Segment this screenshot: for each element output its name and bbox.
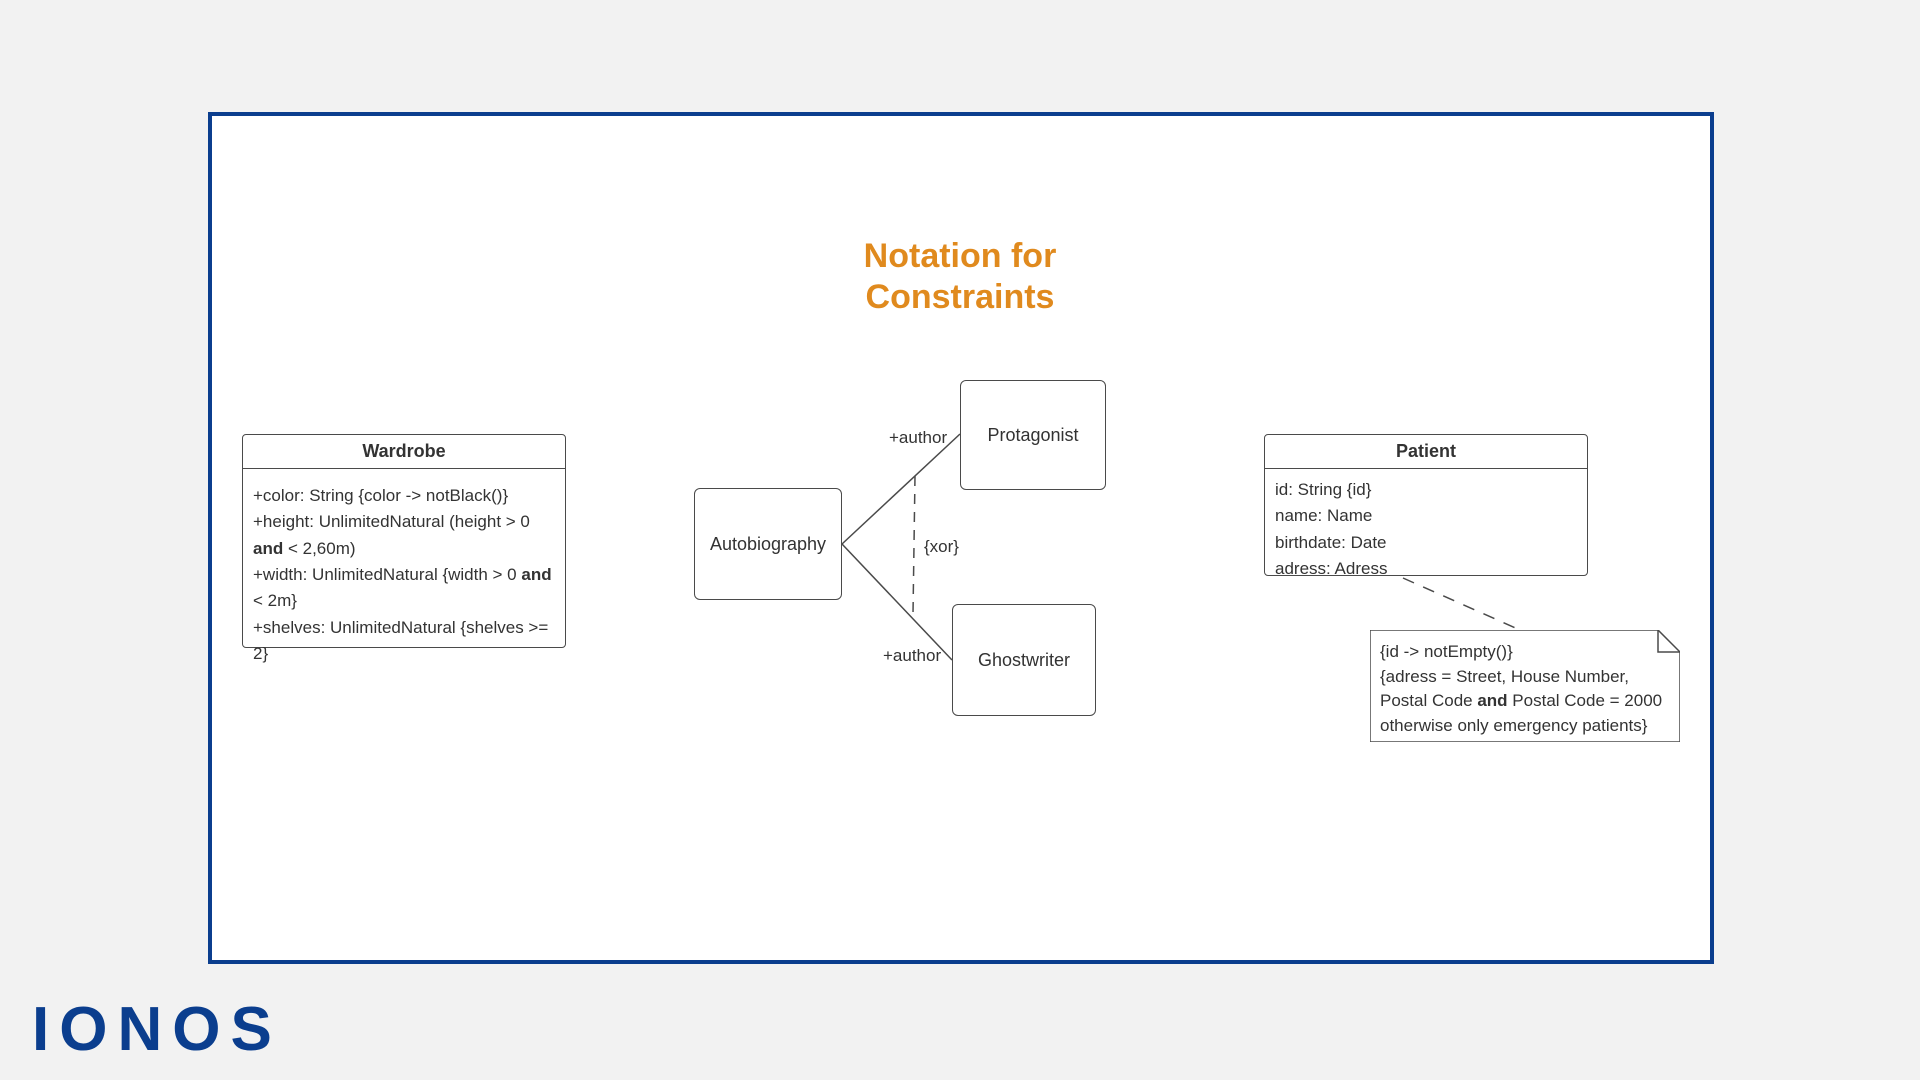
uml-label-protagonist: Protagonist (987, 425, 1078, 446)
slide-title: Notation for Constraints (800, 236, 1120, 318)
uml-label-autobiography: Autobiography (710, 534, 826, 555)
note-line-1: {id -> notEmpty()} (1380, 642, 1513, 661)
uml-header-wardrobe: Wardrobe (243, 435, 565, 469)
uml-attribute-row: +shelves: UnlimitedNatural {shelves >= 2… (253, 615, 555, 668)
title-line2: Constraints (866, 278, 1055, 316)
uml-label-ghostwriter: Ghostwriter (978, 650, 1070, 671)
uml-class-protagonist: Protagonist (960, 380, 1106, 490)
uml-class-wardrobe: Wardrobe +color: String {color -> notBla… (242, 434, 566, 648)
uml-note-constraint: {id -> notEmpty()} {adress = Street, Hou… (1370, 630, 1680, 742)
uml-attribute-row: name: Name (1275, 503, 1577, 529)
uml-body-wardrobe: +color: String {color -> notBlack()}+hei… (243, 469, 565, 677)
uml-header-patient: Patient (1265, 435, 1587, 469)
note-line-2b: and (1477, 691, 1507, 710)
assoc-label-author-top: +author (889, 428, 947, 448)
note-body: {id -> notEmpty()} {adress = Street, Hou… (1380, 640, 1670, 739)
uml-attribute-row: +height: UnlimitedNatural (height > 0 an… (253, 509, 555, 562)
uml-attribute-row: id: String {id} (1275, 477, 1577, 503)
uml-class-ghostwriter: Ghostwriter (952, 604, 1096, 716)
uml-attribute-row: adress: Adress (1275, 556, 1577, 582)
uml-class-patient: Patient id: String {id}name: Namebirthda… (1264, 434, 1588, 576)
uml-body-patient: id: String {id}name: Namebirthdate: Date… (1265, 469, 1587, 592)
uml-class-autobiography: Autobiography (694, 488, 842, 600)
title-line1: Notation for (864, 237, 1057, 275)
uml-attribute-row: +color: String {color -> notBlack()} (253, 483, 555, 509)
constraint-label-xor: {xor} (924, 537, 959, 557)
uml-attribute-row: +width: UnlimitedNatural {width > 0 and … (253, 562, 555, 615)
ionos-logo: IONOS (32, 994, 282, 1065)
assoc-label-author-bottom: +author (883, 646, 941, 666)
uml-attribute-row: birthdate: Date (1275, 530, 1577, 556)
